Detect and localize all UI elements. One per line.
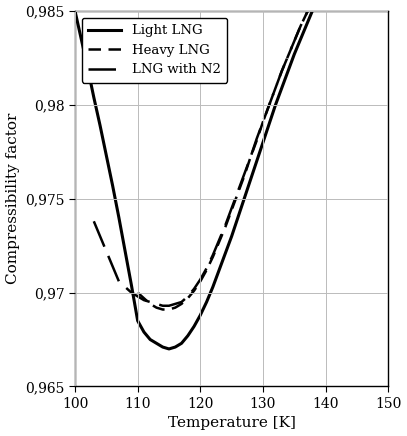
Line: Light LNG: Light LNG bbox=[75, 0, 388, 349]
Heavy LNG bbox=[173, 305, 178, 310]
LNG with N2 bbox=[104, 249, 109, 254]
Heavy LNG bbox=[248, 155, 253, 160]
Legend: Light LNG, Heavy LNG, LNG with N2: Light LNG, Heavy LNG, LNG with N2 bbox=[82, 17, 227, 83]
LNG with N2 bbox=[229, 205, 234, 211]
LNG with N2 bbox=[110, 264, 115, 269]
Heavy LNG bbox=[166, 307, 171, 312]
Heavy LNG bbox=[286, 54, 291, 59]
Heavy LNG bbox=[279, 68, 284, 74]
LNG with N2 bbox=[123, 284, 127, 290]
LNG with N2 bbox=[173, 301, 178, 307]
X-axis label: Temperature [K]: Temperature [K] bbox=[168, 416, 295, 430]
LNG with N2 bbox=[135, 294, 140, 299]
Heavy LNG bbox=[135, 290, 140, 295]
LNG with N2 bbox=[260, 119, 265, 124]
Light LNG bbox=[166, 346, 171, 351]
LNG with N2 bbox=[236, 189, 241, 194]
Heavy LNG bbox=[154, 305, 159, 310]
Heavy LNG bbox=[192, 288, 197, 293]
Heavy LNG bbox=[311, 0, 315, 3]
Heavy LNG bbox=[217, 239, 221, 245]
LNG with N2 bbox=[242, 172, 247, 177]
Heavy LNG bbox=[292, 38, 297, 44]
LNG with N2 bbox=[292, 38, 297, 44]
LNG with N2 bbox=[254, 136, 259, 141]
Light LNG bbox=[72, 8, 77, 14]
LNG with N2 bbox=[286, 54, 291, 59]
Heavy LNG bbox=[242, 174, 247, 179]
Heavy LNG bbox=[142, 296, 147, 301]
LNG with N2 bbox=[142, 297, 147, 303]
Light LNG bbox=[304, 21, 309, 27]
LNG with N2 bbox=[273, 85, 278, 91]
LNG with N2 bbox=[160, 303, 165, 308]
LNG with N2 bbox=[148, 300, 153, 305]
LNG with N2 bbox=[279, 68, 284, 74]
LNG with N2 bbox=[204, 266, 209, 271]
LNG with N2 bbox=[248, 155, 253, 160]
LNG with N2 bbox=[298, 24, 303, 29]
Heavy LNG bbox=[179, 301, 184, 307]
Heavy LNG bbox=[204, 267, 209, 272]
Line: LNG with N2: LNG with N2 bbox=[94, 0, 388, 306]
LNG with N2 bbox=[198, 277, 203, 282]
Heavy LNG bbox=[236, 191, 241, 196]
Heavy LNG bbox=[267, 102, 271, 108]
Heavy LNG bbox=[273, 85, 278, 91]
LNG with N2 bbox=[311, 0, 315, 3]
LNG with N2 bbox=[185, 294, 190, 299]
Light LNG bbox=[142, 330, 147, 335]
Heavy LNG bbox=[260, 119, 265, 124]
Light LNG bbox=[173, 344, 178, 350]
Light LNG bbox=[286, 68, 291, 74]
Light LNG bbox=[179, 341, 184, 346]
LNG with N2 bbox=[223, 222, 228, 228]
LNG with N2 bbox=[98, 234, 103, 239]
LNG with N2 bbox=[210, 252, 215, 258]
LNG with N2 bbox=[92, 219, 96, 224]
Line: Heavy LNG: Heavy LNG bbox=[138, 0, 388, 310]
LNG with N2 bbox=[166, 303, 171, 308]
Heavy LNG bbox=[185, 296, 190, 301]
Heavy LNG bbox=[160, 307, 165, 312]
LNG with N2 bbox=[267, 102, 271, 108]
LNG with N2 bbox=[217, 238, 221, 243]
Heavy LNG bbox=[229, 208, 234, 213]
Heavy LNG bbox=[198, 279, 203, 284]
Y-axis label: Compressibility factor: Compressibility factor bbox=[6, 113, 20, 284]
LNG with N2 bbox=[304, 10, 309, 16]
LNG with N2 bbox=[116, 279, 121, 284]
LNG with N2 bbox=[179, 300, 184, 305]
Heavy LNG bbox=[148, 301, 153, 307]
Heavy LNG bbox=[298, 24, 303, 29]
Heavy LNG bbox=[254, 138, 259, 143]
Heavy LNG bbox=[304, 10, 309, 16]
LNG with N2 bbox=[129, 290, 134, 295]
LNG with N2 bbox=[154, 301, 159, 307]
Heavy LNG bbox=[223, 224, 228, 229]
LNG with N2 bbox=[192, 286, 197, 292]
Heavy LNG bbox=[210, 254, 215, 259]
